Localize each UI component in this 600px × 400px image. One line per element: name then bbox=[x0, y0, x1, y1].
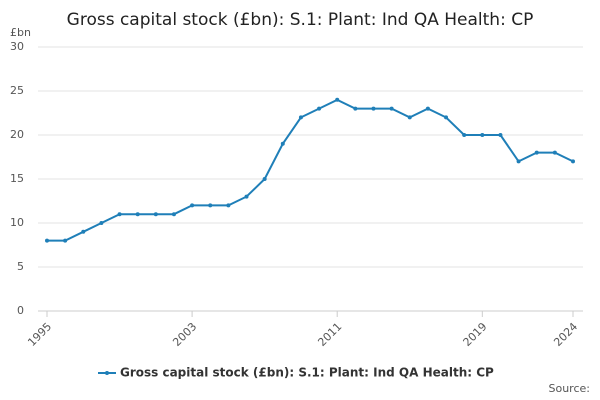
source: Source: bbox=[549, 382, 591, 395]
legend-label: Gross capital stock (£bn): S.1: Plant: I… bbox=[120, 366, 494, 380]
data-point bbox=[99, 221, 104, 225]
data-point bbox=[552, 150, 557, 155]
data-point bbox=[81, 229, 86, 234]
y-tick-label: 30 bbox=[10, 40, 24, 53]
data-point bbox=[353, 106, 358, 111]
y-unit: £bn bbox=[10, 26, 31, 39]
data-point bbox=[480, 133, 485, 137]
y-tick-label: 15 bbox=[10, 172, 24, 185]
data-line bbox=[47, 98, 574, 242]
data-point bbox=[153, 212, 158, 217]
data-point bbox=[63, 238, 68, 243]
x-tick-label: 2011 bbox=[315, 320, 344, 349]
data-point bbox=[498, 133, 503, 137]
data-point bbox=[244, 194, 249, 199]
y-tick-label: 10 bbox=[10, 216, 24, 229]
data-point bbox=[425, 106, 430, 111]
x-tick-label: 2019 bbox=[461, 320, 490, 349]
chart-title: Gross capital stock (£bn): S.1: Plant: I… bbox=[67, 10, 534, 30]
data-point bbox=[171, 212, 176, 217]
data-point bbox=[262, 177, 267, 181]
data-point bbox=[516, 159, 521, 164]
data-point bbox=[298, 115, 303, 120]
data-point bbox=[135, 212, 140, 217]
data-point bbox=[226, 203, 231, 208]
data-point bbox=[407, 115, 412, 120]
data-point bbox=[371, 106, 376, 111]
data-point bbox=[444, 115, 449, 120]
legend-marker bbox=[105, 371, 109, 375]
data-point bbox=[389, 106, 394, 111]
data-point bbox=[45, 238, 49, 243]
data-point bbox=[208, 203, 213, 208]
x-tick-label: 2024 bbox=[551, 320, 580, 349]
data-point bbox=[571, 159, 575, 164]
data-point bbox=[117, 212, 122, 217]
data-point bbox=[190, 203, 195, 208]
y-tick-label: 20 bbox=[10, 128, 24, 141]
data-point bbox=[335, 97, 340, 102]
data-point bbox=[317, 106, 322, 111]
x-tick-label: 1995 bbox=[25, 320, 54, 349]
data-point bbox=[280, 141, 285, 146]
data-point bbox=[462, 133, 467, 137]
y-tick-label: 25 bbox=[10, 84, 24, 97]
y-tick-label: 5 bbox=[17, 260, 24, 273]
y-tick-label: 0 bbox=[17, 304, 24, 317]
data-point bbox=[534, 150, 539, 155]
x-tick-label: 2003 bbox=[170, 320, 199, 349]
